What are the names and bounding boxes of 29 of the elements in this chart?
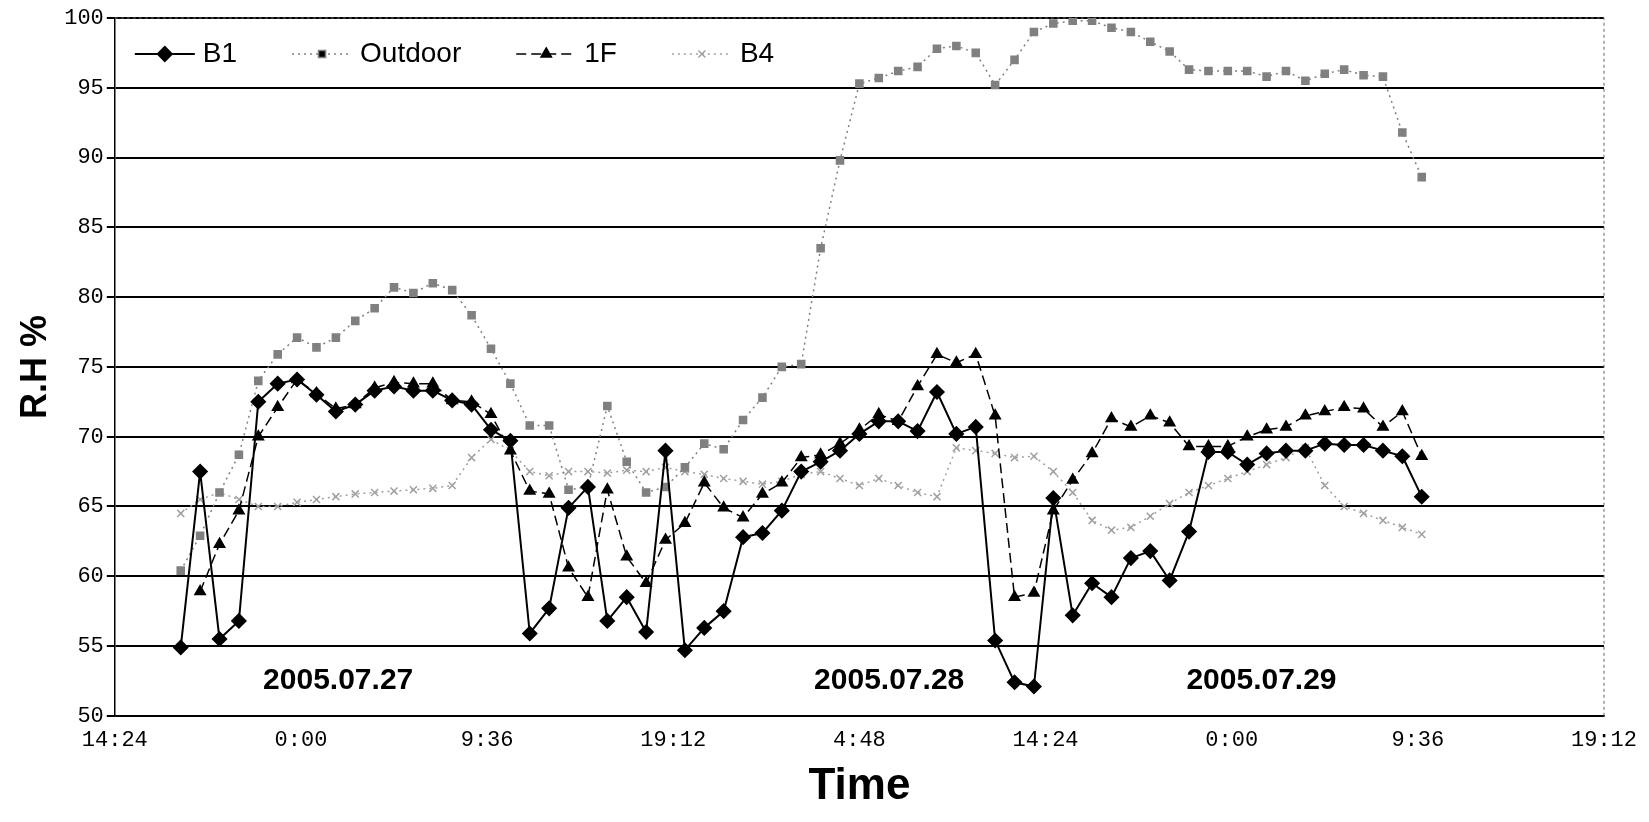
annotation: 2005.07.29 <box>1186 662 1337 696</box>
y-tick-label: 65 <box>77 494 104 520</box>
y-tick-label: 80 <box>77 284 104 310</box>
x-tick-label: 0:00 <box>1205 727 1259 753</box>
x-axis-title: Time <box>808 758 911 808</box>
x-tick-label: 19:12 <box>1570 727 1638 753</box>
x-tick-label: 0:00 <box>274 727 328 753</box>
y-tick-label: 75 <box>77 354 104 380</box>
legend-label: Outdoor <box>360 36 462 68</box>
y-tick-label: 60 <box>77 564 104 590</box>
x-tick-label: 14:24 <box>81 727 148 753</box>
annotation: 2005.07.27 <box>263 662 414 696</box>
x-tick-label: 4:48 <box>833 727 886 753</box>
y-tick-label: 100 <box>64 5 104 31</box>
legend-label: 1F <box>584 36 617 68</box>
y-tick-label: 55 <box>77 633 104 659</box>
y-tick-label: 50 <box>77 703 104 729</box>
y-axis-title: R.H % <box>12 314 54 419</box>
x-tick-label: 19:12 <box>640 727 707 753</box>
y-tick-label: 70 <box>77 424 104 450</box>
legend-label: B4 <box>739 36 775 68</box>
annotation: 2005.07.28 <box>814 662 965 696</box>
x-tick-label: 9:36 <box>460 727 514 753</box>
x-tick-label: 14:24 <box>1012 727 1079 753</box>
y-tick-label: 95 <box>77 75 104 101</box>
legend-label: B1 <box>202 36 238 68</box>
y-tick-label: 90 <box>77 145 104 171</box>
y-tick-label: 85 <box>77 215 104 241</box>
x-tick-label: 9:36 <box>1391 727 1445 753</box>
